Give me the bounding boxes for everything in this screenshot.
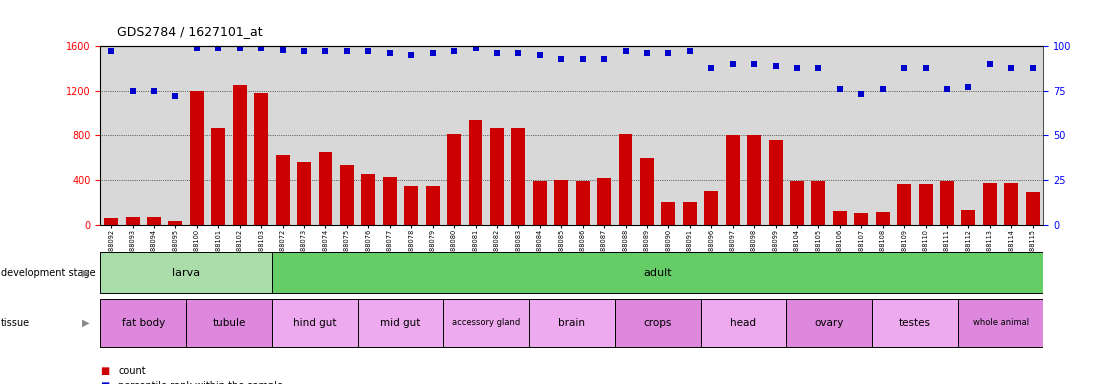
Bar [147,217,161,225]
Bar [787,299,872,346]
Bar [425,185,440,225]
Text: testes: testes [898,318,931,328]
Text: accessory gland: accessory gland [452,318,520,327]
Bar [126,217,140,225]
Text: ■: ■ [100,381,109,384]
Bar [340,166,354,225]
Bar [362,174,375,225]
Bar [555,180,568,225]
Bar [790,181,804,225]
Bar [169,221,182,225]
Bar [725,136,740,225]
Bar [855,214,868,225]
Text: head: head [730,318,757,328]
Text: ovary: ovary [815,318,844,328]
Text: ■: ■ [100,366,109,376]
Text: development stage: development stage [1,268,96,278]
Bar [233,85,247,225]
Text: percentile rank within the sample: percentile rank within the sample [118,381,283,384]
Bar [576,181,589,225]
Bar [983,183,997,225]
Bar [357,299,443,346]
Bar [683,202,696,225]
Text: ▶: ▶ [81,318,89,328]
Text: GDS2784 / 1627101_at: GDS2784 / 1627101_at [117,25,262,38]
Bar [490,127,504,225]
Bar [100,299,186,346]
Bar [747,136,761,225]
Bar [597,178,612,225]
Text: hind gut: hind gut [294,318,337,328]
Bar [962,210,975,225]
Bar [958,299,1043,346]
Bar [276,156,289,225]
Bar [701,299,787,346]
Bar [639,158,654,225]
Text: whole animal: whole animal [972,318,1029,327]
Bar [100,252,272,293]
Text: brain: brain [558,318,586,328]
Bar [211,127,225,225]
Bar [448,134,461,225]
Text: count: count [118,366,146,376]
Text: mid gut: mid gut [381,318,421,328]
Bar [104,218,118,225]
Text: fat body: fat body [122,318,165,328]
Bar [190,91,204,225]
Bar [404,185,418,225]
Text: tissue: tissue [1,318,30,328]
Text: ▶: ▶ [81,268,89,278]
Bar [662,202,675,225]
Bar [469,120,482,225]
Bar [297,162,311,225]
Bar [529,299,615,346]
Text: larva: larva [172,268,200,278]
Bar [272,252,1043,293]
Bar [254,93,268,225]
Bar [511,127,526,225]
Bar [872,299,958,346]
Bar [833,211,847,225]
Bar [532,181,547,225]
Bar [618,134,633,225]
Text: tubule: tubule [212,318,246,328]
Bar [443,299,529,346]
Bar [1004,183,1018,225]
Bar [272,299,357,346]
Bar [897,184,911,225]
Text: crops: crops [644,318,672,328]
Bar [769,140,782,225]
Bar [704,191,719,225]
Bar [876,212,889,225]
Bar [1026,192,1040,225]
Bar [318,152,333,225]
Bar [918,184,933,225]
Bar [811,181,826,225]
Bar [615,299,701,346]
Text: adult: adult [643,268,672,278]
Bar [940,181,954,225]
Bar [383,177,397,225]
Bar [186,299,272,346]
